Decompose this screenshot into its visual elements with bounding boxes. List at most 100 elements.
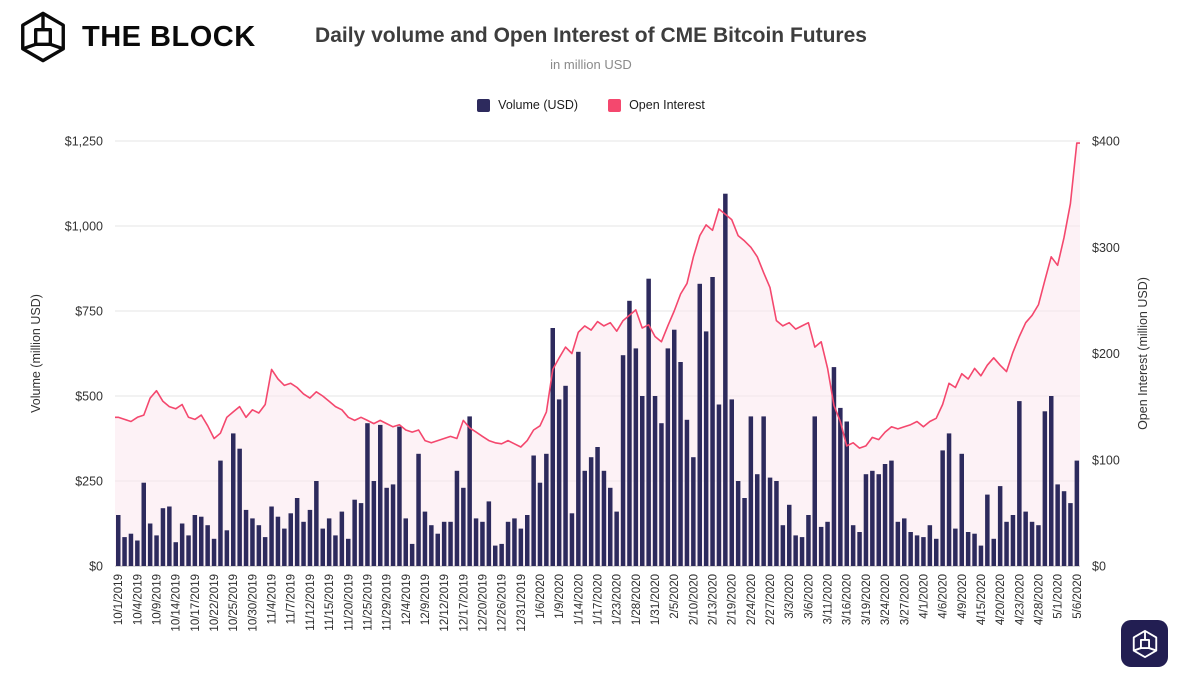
volume-bar [333, 535, 338, 566]
the-block-footer-logo [1121, 620, 1168, 667]
volume-bar [205, 525, 210, 566]
volume-bar [269, 506, 274, 566]
x-tick-label: 11/7/2019 [286, 574, 298, 624]
x-tick-label: 12/4/2019 [401, 574, 413, 625]
volume-bar [537, 482, 543, 566]
right-axis-title: Open Interest (million USD) [1136, 277, 1150, 430]
x-tick-label: 10/14/2019 [171, 574, 183, 632]
volume-bar [422, 511, 428, 566]
x-tick-label: 11/29/2019 [382, 574, 394, 631]
left-axis-title: Volume (million USD) [29, 294, 43, 413]
chart-title: Daily volume and Open Interest of CME Bi… [315, 24, 867, 47]
volume-bar [767, 477, 773, 566]
volume-bar [582, 470, 587, 566]
volume-bar [678, 362, 683, 566]
x-tick-label: 1/6/2020 [535, 574, 547, 619]
volume-bar [173, 542, 178, 566]
x-tick-label: 12/9/2019 [420, 574, 432, 625]
volume-bar [742, 498, 747, 566]
chart-subtitle: in million USD [550, 57, 632, 72]
x-tick-label: 11/20/2019 [343, 574, 355, 631]
volume-bar [403, 518, 408, 566]
x-tick-label: 10/22/2019 [209, 574, 221, 632]
volume-bar [301, 521, 306, 566]
volume-bar [448, 521, 453, 566]
volume-bar [1010, 515, 1016, 566]
x-tick-label: 1/9/2020 [554, 574, 566, 619]
volume-bar [857, 532, 862, 566]
volume-bar [486, 501, 492, 566]
x-tick-label: 12/17/2019 [458, 574, 470, 632]
volume-bar [652, 396, 658, 566]
volume-bar [135, 540, 140, 566]
volume-bar [1004, 521, 1009, 566]
svg-text:$0: $0 [89, 560, 103, 574]
volume-bar [531, 455, 536, 566]
volume-bar [889, 460, 894, 566]
volume-bar [959, 453, 964, 566]
volume-bar [972, 533, 977, 566]
volume-bar [154, 535, 159, 566]
volume-bar [908, 532, 913, 566]
volume-bar [167, 506, 172, 566]
volume-bar [1036, 525, 1041, 566]
volume-bar [946, 433, 952, 566]
volume-bar [320, 528, 325, 566]
volume-bar [454, 470, 460, 566]
volume-bar [761, 416, 766, 566]
volume-bar [614, 511, 619, 566]
svg-text:$1,000: $1,000 [65, 220, 103, 234]
x-tick-label: 3/24/2020 [880, 574, 892, 625]
x-tick-label: 2/27/2020 [765, 574, 777, 625]
volume-bar [1017, 401, 1022, 566]
legend-label-volume: Volume (USD) [498, 98, 579, 112]
x-tick-label: 3/11/2020 [823, 574, 835, 624]
svg-text:$1,250: $1,250 [65, 135, 103, 149]
volume-bar [665, 348, 671, 566]
svg-text:$250: $250 [75, 475, 103, 489]
volume-bar [416, 453, 421, 566]
x-tick-label: 10/17/2019 [190, 574, 202, 632]
volume-bar [588, 457, 594, 566]
volume-bar [378, 424, 383, 566]
volume-bar [499, 543, 504, 566]
x-tick-label: 5/6/2020 [1072, 574, 1084, 619]
volume-bar [314, 481, 319, 566]
volume-bar [397, 426, 402, 566]
legend-label-open-interest: Open Interest [629, 98, 705, 112]
volume-bar [576, 351, 581, 566]
volume-bar [787, 504, 792, 566]
volume-bar [991, 538, 996, 566]
right-axis-tick-labels: $0 $100 $200 $300 $400 [1092, 135, 1120, 574]
volume-bar [250, 518, 255, 566]
volume-bar [1055, 484, 1060, 566]
svg-text:$300: $300 [1092, 241, 1120, 255]
volume-bar [563, 385, 568, 566]
volume-bar [780, 525, 786, 566]
volume-bar [231, 433, 236, 566]
volume-bar [876, 474, 881, 566]
volume-bar [473, 518, 479, 566]
volume-bar [825, 521, 830, 566]
volume-bar [818, 526, 824, 566]
volume-bar [601, 470, 607, 566]
volume-bar [358, 503, 364, 566]
volume-bar [953, 528, 958, 566]
x-tick-label: 3/19/2020 [861, 574, 873, 625]
x-tick-label: 4/1/2020 [918, 574, 930, 619]
x-tick-label: 3/3/2020 [784, 574, 796, 619]
x-tick-label: 2/19/2020 [727, 574, 739, 625]
volume-bar [595, 447, 600, 566]
volume-bar [716, 404, 722, 566]
x-tick-label: 12/26/2019 [497, 574, 509, 632]
volume-bar [179, 523, 185, 566]
x-tick-label: 2/10/2020 [688, 574, 700, 625]
volume-bar [691, 457, 696, 566]
x-tick-label: 12/20/2019 [478, 574, 490, 632]
volume-bar [684, 419, 690, 566]
volume-bar [384, 487, 389, 566]
x-tick-label: 5/1/2020 [1053, 574, 1065, 619]
x-tick-label: 3/27/2020 [899, 574, 911, 625]
x-tick-label: 12/12/2019 [439, 574, 451, 632]
volume-bar [525, 515, 530, 566]
